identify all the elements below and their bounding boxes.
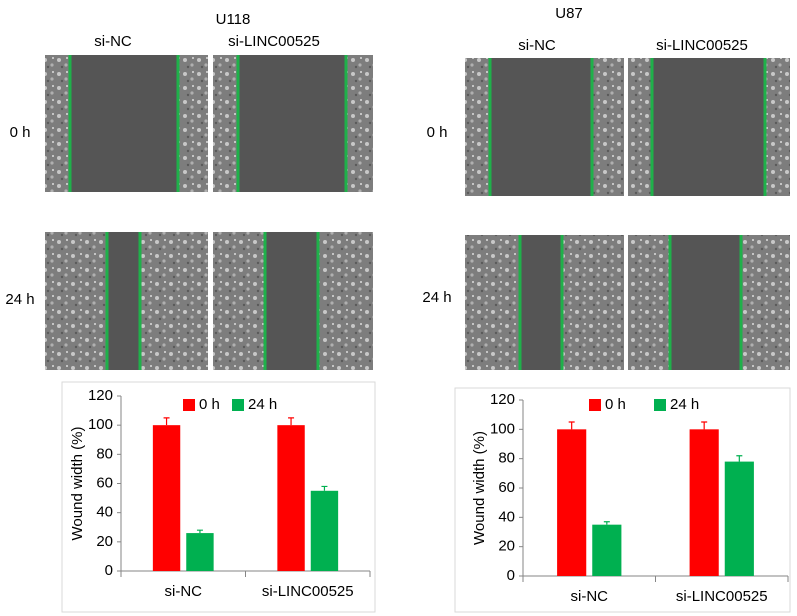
error-bar — [163, 417, 170, 426]
legend-swatch — [232, 399, 244, 411]
legend-swatch — [183, 399, 195, 411]
error-bar — [288, 417, 295, 426]
column-label: si-LINC00525 — [228, 33, 320, 50]
wound-area — [70, 55, 178, 192]
wound-area — [652, 58, 765, 196]
bar — [310, 490, 339, 571]
legend-label: 0 h — [199, 396, 220, 413]
column-label: si-LINC00525 — [656, 37, 748, 54]
y-tick-label: 0 — [105, 562, 113, 579]
wound-area — [265, 232, 318, 370]
chart-frame — [454, 387, 791, 613]
bar — [186, 533, 214, 571]
panel-title: U118 — [216, 11, 251, 28]
legend-label: 24 h — [670, 396, 699, 413]
y-tick-label: 60 — [498, 479, 515, 496]
bar — [689, 429, 719, 576]
y-tick-label: 20 — [498, 538, 515, 555]
y-tick-label: 120 — [490, 391, 515, 408]
column-label: si-NC — [94, 33, 132, 50]
legend-swatch — [654, 399, 666, 411]
error-bar — [736, 455, 743, 462]
y-tick-label: 80 — [96, 445, 113, 462]
y-tick-label: 120 — [88, 387, 113, 404]
legend-label: 0 h — [605, 396, 626, 413]
y-tick-label: 60 — [96, 474, 113, 491]
y-tick-label: 40 — [96, 504, 113, 521]
bar — [557, 429, 587, 576]
bar — [277, 425, 305, 571]
legend-label: 24 h — [248, 396, 277, 413]
error-bar — [701, 421, 708, 430]
chart-frame — [61, 381, 376, 613]
bar — [152, 425, 181, 571]
y-axis-label: Wound width (%) — [69, 427, 86, 541]
y-tick-label: 20 — [96, 533, 113, 550]
y-axis-label: Wound width (%) — [471, 431, 488, 545]
x-tick-label: si-LINC00525 — [676, 588, 768, 605]
y-tick-label: 0 — [507, 567, 515, 584]
bar — [724, 461, 754, 576]
wound-area — [670, 235, 741, 370]
x-tick-label: si-LINC00525 — [262, 583, 354, 600]
error-bar — [568, 421, 575, 430]
panel-title: U87 — [555, 5, 583, 22]
y-tick-label: 40 — [498, 508, 515, 525]
wound-area — [107, 232, 140, 370]
y-tick-label: 100 — [490, 420, 515, 437]
x-tick-label: si-NC — [165, 583, 203, 600]
y-tick-label: 100 — [88, 416, 113, 433]
y-tick-label: 80 — [498, 450, 515, 467]
wound-area — [520, 235, 562, 370]
column-label: si-NC — [518, 37, 556, 54]
wound-area — [490, 58, 592, 196]
row-label: 24 h — [422, 289, 451, 306]
error-bar — [603, 521, 610, 525]
error-bar — [196, 529, 203, 534]
row-label: 0 h — [10, 124, 31, 141]
x-tick-label: si-NC — [571, 588, 609, 605]
bar — [592, 524, 622, 576]
legend-swatch — [589, 399, 601, 411]
wound-area — [238, 55, 346, 192]
error-bar — [321, 485, 328, 491]
row-label: 24 h — [5, 291, 34, 308]
row-label: 0 h — [427, 124, 448, 141]
